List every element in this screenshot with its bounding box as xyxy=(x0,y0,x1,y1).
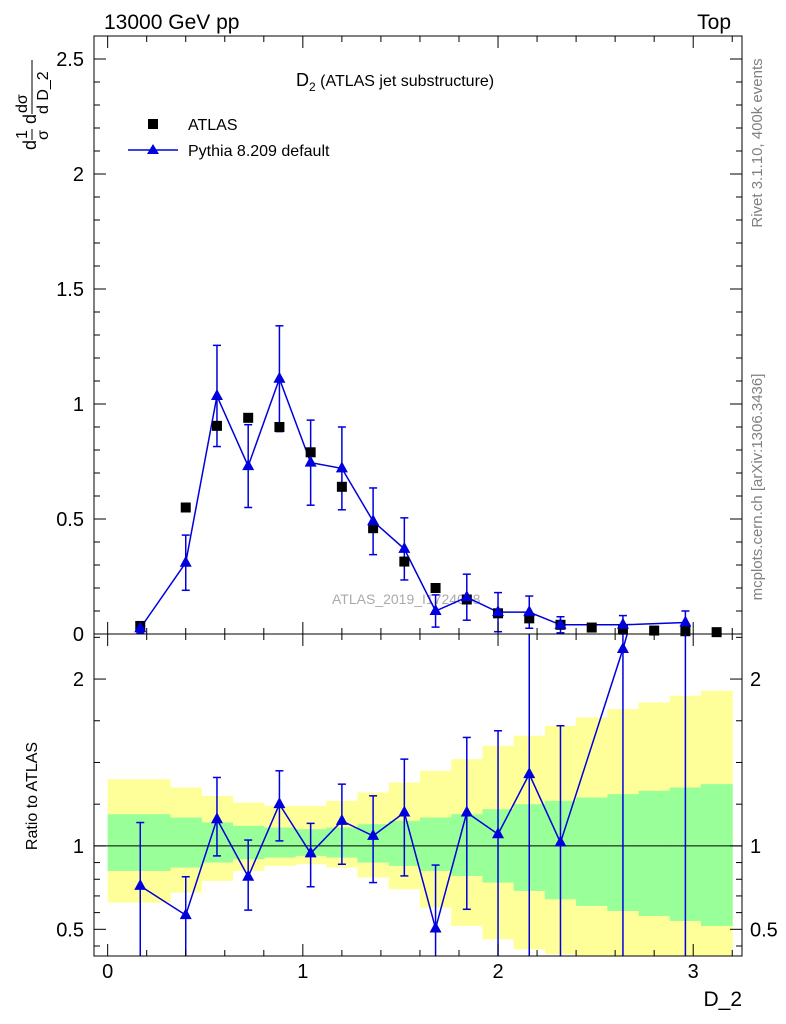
ratio-ytick-label: 1 xyxy=(73,836,84,858)
ratio-ytick-label: 2 xyxy=(73,669,84,691)
mc-point xyxy=(179,555,192,567)
legend-pythia-marker xyxy=(147,144,159,154)
atlas-data-point xyxy=(586,622,597,633)
ratio-ytick-label-right: 0.5 xyxy=(750,919,778,941)
analysis-watermark: ATLAS_2019_I1724098 xyxy=(332,591,481,607)
atlas-data-point xyxy=(430,583,441,593)
main-ytick-label: 0 xyxy=(73,624,84,646)
ratio-point xyxy=(554,835,567,847)
atlas-data-point xyxy=(180,502,191,513)
mc-point xyxy=(242,459,255,471)
mc-point xyxy=(554,617,567,629)
mc-point xyxy=(398,541,411,553)
legend-atlas-label: ATLAS xyxy=(188,117,238,134)
ratio-point xyxy=(367,828,380,840)
mc-point xyxy=(679,615,692,627)
ratio-band-inner xyxy=(170,817,202,868)
xtick-label: 0 xyxy=(102,961,113,983)
atlas-data-point xyxy=(680,626,691,637)
main-ytick-label: 2 xyxy=(73,164,84,186)
mc-point xyxy=(273,371,286,383)
atlas-data-point xyxy=(305,447,316,458)
ratio-band-inner xyxy=(638,790,671,916)
ratio-point xyxy=(523,767,536,779)
ratio-point xyxy=(210,812,223,824)
atlas-data-point xyxy=(617,624,628,635)
atlas-data-point xyxy=(368,523,379,534)
ratio-series-group xyxy=(134,634,687,956)
ratio-point xyxy=(304,846,317,858)
mc-point xyxy=(210,388,223,400)
ratio-point xyxy=(429,921,442,933)
mc-point xyxy=(134,621,147,633)
main-plot-panel: ATLAS_2019_I1724098 0 0.5 1 1.5 2 2.5 D2 (ATL… xyxy=(14,35,743,646)
ratio-y-axis-label: Ratio to ATLAS xyxy=(24,742,41,850)
ratio-plot-frame xyxy=(93,633,743,957)
ratio-line xyxy=(139,634,628,932)
main-y-axis-label: d 1 σ d dσ d D_2 xyxy=(14,60,52,150)
ratio-band-inner xyxy=(138,814,171,871)
svg-text:d D_2: d D_2 xyxy=(35,71,52,114)
ratio-point xyxy=(492,827,505,839)
ratio-point xyxy=(398,805,411,817)
atlas-data-point xyxy=(399,556,410,567)
svg-text:1: 1 xyxy=(14,130,31,139)
rivet-label: Rivet 3.1.10, 400k events xyxy=(749,58,766,227)
ratio-point xyxy=(179,908,192,920)
main-ytick-label: 1.5 xyxy=(56,279,84,301)
ratio-band-inner xyxy=(419,817,452,871)
xtick-label: 1 xyxy=(297,961,308,983)
main-ytick-label: 2.5 xyxy=(56,49,84,71)
mc-point xyxy=(367,514,380,526)
xtick-label: 3 xyxy=(688,961,699,983)
plot-title: D2 (ATLAS jet substructure) xyxy=(296,70,494,94)
mc-point xyxy=(335,461,348,473)
header-right: Top xyxy=(697,11,731,34)
legend-atlas-marker xyxy=(148,119,158,129)
mc-line xyxy=(139,376,686,629)
ratio-point xyxy=(242,869,255,881)
mc-point xyxy=(616,617,629,629)
svg-text:d: d xyxy=(20,114,40,124)
mc-point xyxy=(492,605,505,617)
svg-text:dσ: dσ xyxy=(14,94,31,113)
atlas-data-point xyxy=(274,422,285,432)
legend: ATLAS Pythia 8.209 default xyxy=(128,117,330,160)
atlas-data-point xyxy=(243,412,254,423)
atlas-data-point xyxy=(336,481,347,492)
xtick-label: 2 xyxy=(492,961,503,983)
main-ytick-label: 1 xyxy=(73,394,84,416)
ratio-ytick-label-right: 1 xyxy=(750,836,761,858)
ratio-point xyxy=(134,878,147,890)
ratio-point xyxy=(460,805,473,817)
atlas-data-point xyxy=(524,613,535,624)
atlas-data-point xyxy=(211,420,222,431)
mc-point xyxy=(460,590,473,602)
ratio-ytick-label-right: 2 xyxy=(750,669,761,691)
ratio-band-inner xyxy=(701,784,733,926)
ratio-point xyxy=(335,813,348,825)
ratio-point xyxy=(616,642,629,654)
x-axis-label: D_2 xyxy=(703,988,742,1011)
svg-text:σ: σ xyxy=(35,130,52,140)
mc-point xyxy=(304,455,317,467)
ratio-point xyxy=(273,797,286,809)
svg-text:d: d xyxy=(20,140,40,150)
ratio-ytick-label: 0.5 xyxy=(56,919,84,941)
header-left: 13000 GeV pp xyxy=(104,11,239,34)
ratio-band-inner xyxy=(107,814,140,871)
ratio-plot-panel: 0.5 0.5 1 1 2 2 0 1 2 3 Ratio to ATLAS D_2 xyxy=(24,633,778,1011)
main-ytick-label: 0.5 xyxy=(56,509,84,531)
atlas-data-point xyxy=(711,627,722,638)
ratio-band-inner xyxy=(576,797,608,906)
legend-pythia-label: Pythia 8.209 default xyxy=(188,143,330,160)
mc-point xyxy=(523,605,536,617)
mc-point xyxy=(429,604,442,615)
source-label: mcplots.cern.ch [arXiv:1306.3436] xyxy=(749,374,766,601)
